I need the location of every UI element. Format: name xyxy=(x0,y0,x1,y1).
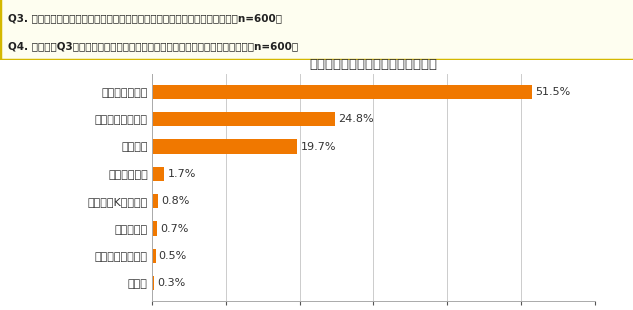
Text: 0.8%: 0.8% xyxy=(161,196,189,206)
Text: 【最も好きなコンビニのチェーン】: 【最も好きなコンビニのチェーン】 xyxy=(310,58,437,71)
Bar xyxy=(152,85,532,99)
Text: 51.5%: 51.5% xyxy=(536,87,570,97)
Text: 24.8%: 24.8% xyxy=(338,114,373,124)
Bar xyxy=(152,276,154,290)
Bar xyxy=(152,249,156,263)
Text: 0.3%: 0.3% xyxy=(157,278,185,288)
Text: 1.7%: 1.7% xyxy=(167,169,196,179)
Bar xyxy=(152,167,165,181)
Bar xyxy=(152,221,157,236)
Text: 19.7%: 19.7% xyxy=(300,141,336,152)
Text: Q4. 前問で【Q3回答】とお答えになられた理由を教えて下さい。（複数回答）【n=600】: Q4. 前問で【Q3回答】とお答えになられた理由を教えて下さい。（複数回答）【n… xyxy=(8,41,298,51)
Bar xyxy=(152,112,335,126)
Text: 0.5%: 0.5% xyxy=(158,251,187,261)
Text: Q3. あなたが最も好きなコンビニのチェーンを教えて下さい。（単数回答）【n=600】: Q3. あなたが最も好きなコンビニのチェーンを教えて下さい。（単数回答）【n=6… xyxy=(8,13,282,23)
Bar xyxy=(152,140,298,154)
Text: 0.7%: 0.7% xyxy=(160,224,189,234)
Bar xyxy=(152,194,158,208)
